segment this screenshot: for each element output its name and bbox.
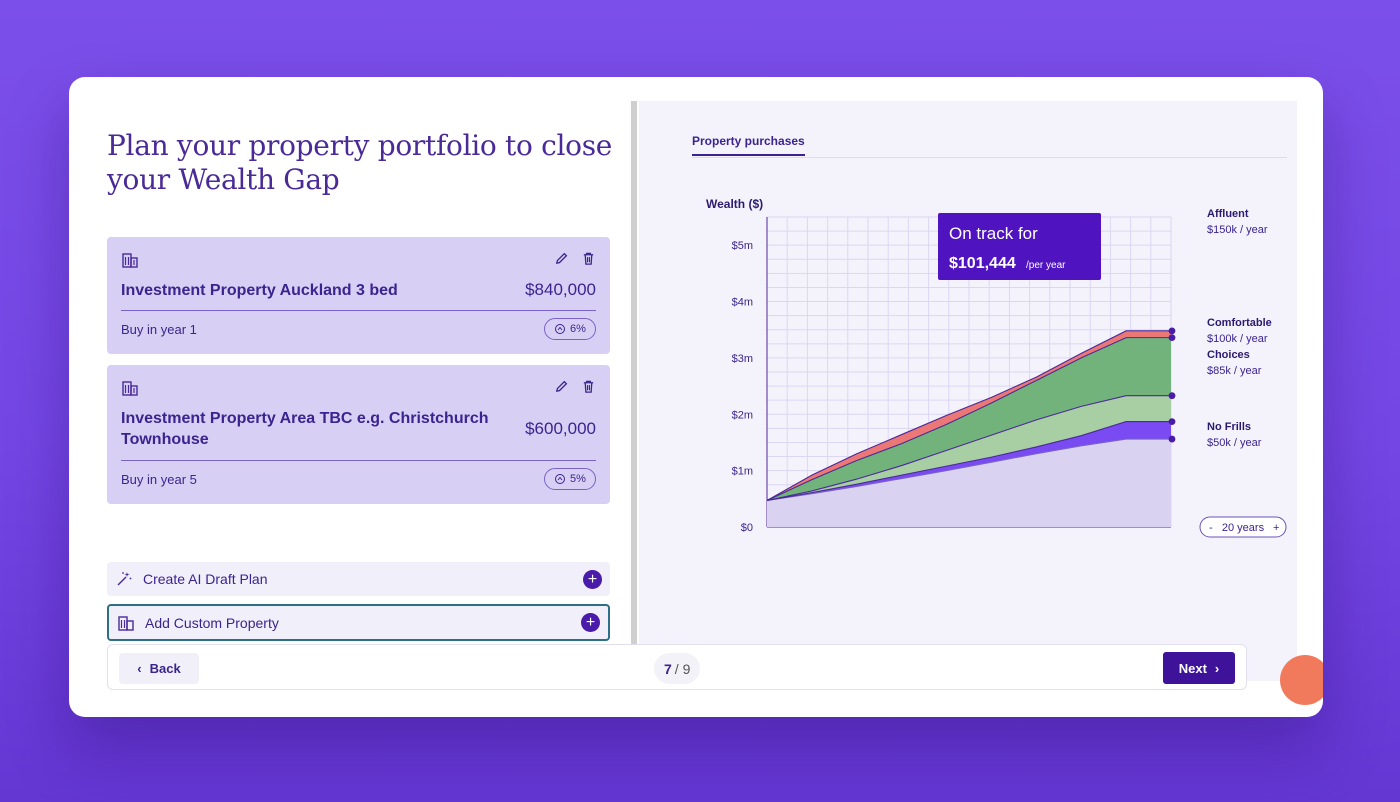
edit-icon[interactable] <box>554 251 569 266</box>
level-name: Comfortable <box>1207 317 1272 329</box>
level-amount: $150k / year <box>1207 224 1268 236</box>
on-track-box: On track for $101,444 /per year <box>938 213 1101 280</box>
total-steps: 9 <box>682 660 691 677</box>
area-series-2 <box>767 421 1171 501</box>
level-amount: $85k / year <box>1207 365 1262 377</box>
series-line-2 <box>766 421 1171 502</box>
track-unit: /per year <box>1026 260 1066 271</box>
trash-icon[interactable] <box>581 379 596 394</box>
y-tick-label: $4m <box>732 297 753 309</box>
years-minus-button[interactable]: - <box>1209 522 1213 534</box>
next-label: Next <box>1178 660 1207 676</box>
series-line-3 <box>766 395 1171 502</box>
series-line-1 <box>766 438 1171 502</box>
series-end-point <box>1168 392 1176 400</box>
growth-rate-badge[interactable]: 5% <box>544 468 596 490</box>
area-series-3 <box>767 395 1171 501</box>
building-icon <box>122 381 138 396</box>
level-amount: $100k / year <box>1207 333 1268 345</box>
series-end-point <box>1168 418 1176 425</box>
series-end-point <box>1168 334 1176 342</box>
growth-rate-badge[interactable]: 6% <box>544 318 596 340</box>
level-name: No Frills <box>1207 421 1251 433</box>
edit-icon[interactable] <box>554 379 569 394</box>
divider <box>121 460 596 461</box>
current-step: 7 <box>664 660 672 677</box>
building-icon <box>122 253 138 268</box>
buy-year: Buy in year 5 <box>121 472 197 487</box>
years-stepper[interactable]: - 20 years + <box>1199 516 1287 538</box>
step-indicator: 7 / 9 <box>654 653 701 684</box>
add-custom-property-button[interactable]: Add Custom Property + <box>107 604 610 641</box>
y-tick-label: $0 <box>741 522 753 534</box>
page-title: Plan your property portfolio to close yo… <box>107 129 613 196</box>
wealth-levels: Affluent $150k / year Comfortable $100k / y… <box>1207 208 1272 449</box>
level-amount: $50k / year <box>1207 437 1262 449</box>
back-button[interactable]: ‹ Back <box>119 653 199 684</box>
tab-underline <box>692 157 1287 158</box>
magic-wand-icon <box>117 572 132 586</box>
property-card-1[interactable]: Investment Property Auckland 3 bed $840,… <box>107 237 610 354</box>
chevron-left-icon: ‹ <box>137 661 142 676</box>
divider <box>121 310 596 311</box>
growth-rate: 6% <box>570 323 586 335</box>
y-axis-ticks: $0 $1m $2m $3m $4m $5m <box>732 240 753 534</box>
property-card-2[interactable]: Investment Property Area TBC e.g. Christ… <box>107 365 610 504</box>
y-tick-label: $3m <box>732 353 753 365</box>
area-series-4 <box>767 337 1171 501</box>
plus-icon[interactable]: + <box>583 569 602 589</box>
tab-property-purchases[interactable]: Property purchases <box>692 134 805 156</box>
growth-rate: 5% <box>570 473 586 485</box>
plus-icon[interactable]: + <box>581 613 600 632</box>
footer-nav: ‹ Back 7 / 9 Next › <box>107 644 1247 690</box>
chevron-right-icon: › <box>1214 660 1220 676</box>
series-end-point <box>1168 327 1176 335</box>
next-button[interactable]: Next › <box>1163 652 1235 684</box>
growth-icon <box>555 474 566 484</box>
track-title: On track for <box>949 224 1038 243</box>
chart-areas <box>766 327 1176 527</box>
buy-year: Buy in year 1 <box>121 322 197 337</box>
wealth-chart: $0 $1m $2m $3m $4m $5m Wealth ($) On track fo… <box>706 197 1287 538</box>
years-plus-button[interactable]: + <box>1273 522 1279 534</box>
series-line-5 <box>766 330 1171 501</box>
area-series-1 <box>767 439 1171 527</box>
growth-icon <box>555 324 566 334</box>
trash-icon[interactable] <box>581 251 596 266</box>
y-tick-label: $5m <box>732 240 753 252</box>
left-panel: Plan your property portfolio to close yo… <box>69 77 629 717</box>
property-name: Investment Property Auckland 3 bed <box>121 282 398 299</box>
action-label: Add Custom Property <box>145 614 279 631</box>
y-tick-label: $1m <box>732 466 753 478</box>
chat-bubble-button[interactable] <box>1280 655 1323 705</box>
property-price: $600,000 <box>525 419 596 438</box>
level-name: Affluent <box>1207 208 1249 220</box>
series-line-4 <box>766 337 1171 502</box>
years-value: 20 years <box>1222 522 1265 534</box>
property-price: $840,000 <box>525 280 596 299</box>
back-label: Back <box>149 661 181 676</box>
level-name: Choices <box>1207 349 1250 361</box>
panel-divider <box>631 101 637 681</box>
series-end-point <box>1168 435 1176 443</box>
y-tick-label: $2m <box>732 409 753 421</box>
right-panel: Property purchases $0 $1m $2m $3m $4m $5m Wea… <box>639 101 1297 681</box>
main-card: Plan your property portfolio to close yo… <box>69 77 1323 717</box>
create-ai-draft-plan-button[interactable]: Create AI Draft Plan + <box>107 562 610 596</box>
y-axis-label: Wealth ($) <box>706 197 763 211</box>
property-name: Investment Property Area TBC e.g. Christ… <box>121 410 489 448</box>
building-icon <box>118 615 134 631</box>
action-label: Create AI Draft Plan <box>143 571 268 587</box>
track-value: $101,444 <box>949 255 1016 272</box>
